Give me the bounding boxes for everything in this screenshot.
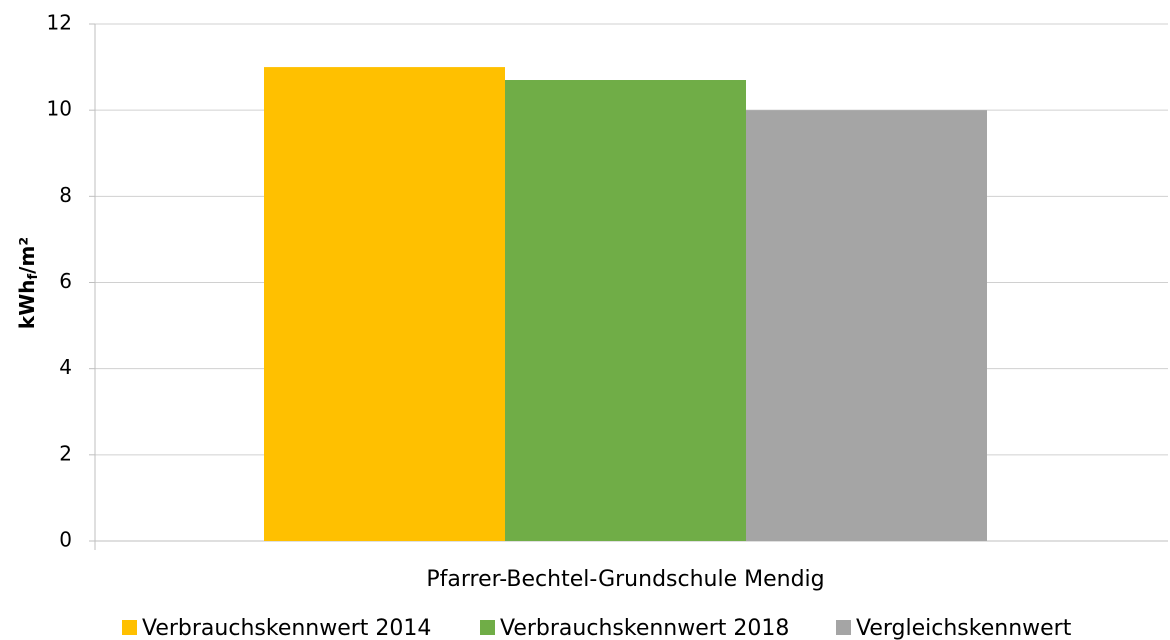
y-axis-label-sub: f — [26, 273, 41, 279]
legend-label: Verbrauchskennwert 2014 — [142, 616, 431, 640]
y-tick-label: 0 — [59, 528, 72, 552]
bar — [505, 80, 746, 541]
legend-swatch — [122, 620, 137, 635]
y-tick-label: 2 — [59, 441, 72, 465]
x-tick-label: Pfarrer-Bechtel-Grundschule Mendig — [426, 567, 824, 592]
bar — [264, 67, 505, 541]
legend-swatch — [836, 620, 851, 635]
bar — [746, 110, 987, 542]
legend-swatch — [480, 620, 495, 635]
y-tick-label: 8 — [59, 183, 72, 207]
y-axis-label-main: kWh — [15, 279, 39, 329]
y-tick-label: 6 — [59, 269, 72, 293]
legend-label: Vergleichskennwert — [856, 616, 1072, 640]
y-tick-label: 10 — [47, 97, 72, 121]
legend-label: Verbrauchskennwert 2018 — [500, 616, 789, 640]
y-tick-label: 4 — [59, 355, 72, 379]
y-axis-label-tail: /m² — [15, 237, 39, 274]
y-axis-label: kWhf/m² — [15, 237, 41, 329]
y-tick-label: 12 — [47, 11, 72, 35]
